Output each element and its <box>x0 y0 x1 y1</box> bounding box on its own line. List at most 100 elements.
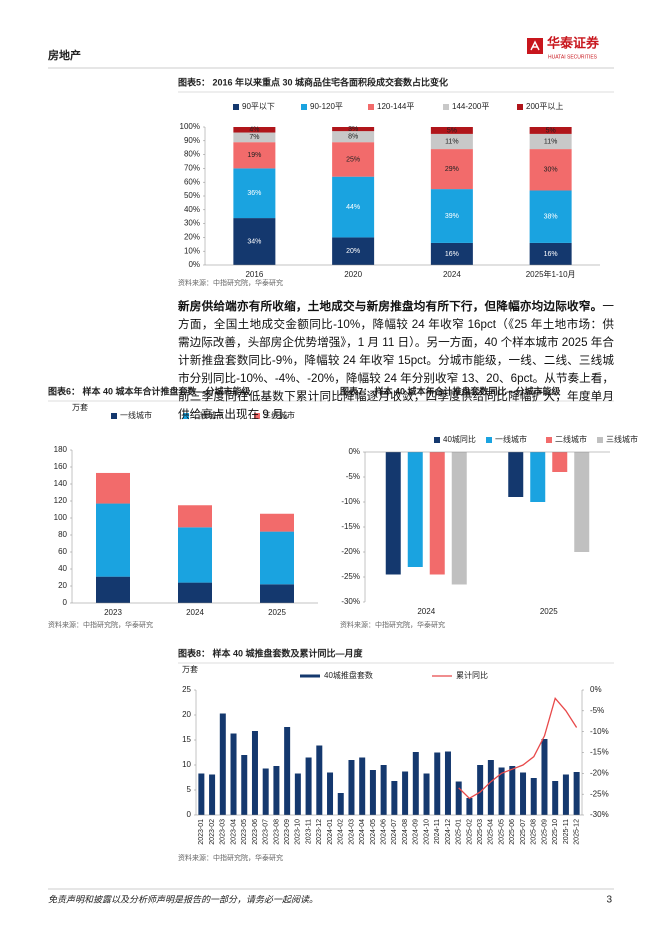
bar <box>509 766 516 815</box>
bar <box>434 752 441 815</box>
x-tick-label: 2024-04 <box>359 819 366 845</box>
bar <box>529 242 572 265</box>
y-tick-label: 60% <box>184 177 200 186</box>
y-tick-label: 0% <box>348 447 360 456</box>
legend-marker <box>301 104 307 110</box>
y-tick-label: 30% <box>184 219 200 228</box>
y-tick-label: 20% <box>184 233 200 242</box>
source-note: 资料来源：中指研究院，华泰研究 <box>178 853 283 862</box>
x-tick-label: 2023-06 <box>252 819 259 845</box>
y-axis-unit: 万套 <box>182 664 198 674</box>
x-tick-label: 2024-05 <box>370 819 377 845</box>
bar <box>337 793 344 815</box>
bar <box>529 127 572 134</box>
data-label: 7% <box>249 134 259 141</box>
bar <box>455 781 462 815</box>
bar <box>233 218 276 265</box>
legend-label: 二线城市 <box>192 410 224 420</box>
data-label: 36% <box>247 190 261 197</box>
x-tick-label: 2025-12 <box>573 819 580 845</box>
y-tick-label: 80 <box>58 530 67 539</box>
bar <box>233 168 276 219</box>
bar <box>407 452 423 567</box>
legend-marker <box>254 413 260 419</box>
data-label: 11% <box>544 138 558 145</box>
legend-marker <box>368 104 374 110</box>
data-label: 39% <box>445 213 459 220</box>
body-paragraph: 新房供给端亦有所收缩，土地成交与新房推盘均有所下行，但降幅亦均边际收窄。一方面，… <box>178 298 614 424</box>
data-label: 16% <box>445 251 459 258</box>
x-tick-label: 2025-10 <box>552 819 559 845</box>
bar <box>430 242 473 265</box>
legend-label: 二线城市 <box>555 434 587 444</box>
x-tick-label: 2025-03 <box>477 819 484 845</box>
y-tick-label: 20 <box>182 710 191 719</box>
x-tick-label: 2023 <box>104 608 122 617</box>
y-tick-label: 140 <box>54 479 68 488</box>
bar <box>529 133 572 150</box>
x-tick-label: 2025-06 <box>509 819 516 845</box>
source-note: 资料来源：中指研究院，华泰研究 <box>178 278 283 287</box>
y-tick-label: 10% <box>184 246 200 255</box>
y-tick-label: 10 <box>182 760 191 769</box>
bar <box>430 189 473 243</box>
bar <box>530 452 546 502</box>
bar <box>573 772 580 815</box>
y-tick-label: -15% <box>341 522 360 531</box>
y-tick-label: 80% <box>184 150 200 159</box>
bar <box>178 527 212 583</box>
legend-label: 三线城市 <box>606 434 638 444</box>
bar <box>552 452 568 472</box>
legend-marker <box>111 413 117 419</box>
x-tick-label: 2025-11 <box>563 819 570 844</box>
y-tick-label: 0 <box>187 810 192 819</box>
y-tick-label: 15 <box>182 735 191 744</box>
x-tick-label: 2023-11 <box>305 819 312 844</box>
bar <box>466 798 473 815</box>
page-number: 3 <box>606 895 612 906</box>
legend-label: 一线城市 <box>495 434 527 444</box>
x-tick-label: 2024 <box>186 608 204 617</box>
y-tick-label: -25% <box>341 572 360 581</box>
y-tick-label: 0% <box>188 260 200 269</box>
bar <box>430 127 473 134</box>
bar <box>332 127 375 132</box>
bar <box>284 727 291 815</box>
bar <box>230 733 237 815</box>
x-tick-label: 2023-04 <box>230 819 237 845</box>
bar <box>327 772 334 815</box>
logo-glyph <box>530 40 540 51</box>
y-tick-label: 50% <box>184 191 200 200</box>
x-tick-label: 2023-01 <box>198 819 205 845</box>
x-tick-label: 2023-02 <box>209 819 216 845</box>
y2-tick-label: -30% <box>590 810 609 819</box>
data-label: 30% <box>544 167 558 174</box>
bar <box>96 576 130 603</box>
bar <box>96 503 130 577</box>
y-tick-label: 70% <box>184 164 200 173</box>
x-tick-label: 2025年1-10月 <box>526 269 576 279</box>
legend-label: 40城同比 <box>443 434 476 444</box>
x-tick-label: 2025-02 <box>466 819 473 845</box>
legend-label: 200平以上 <box>526 102 563 111</box>
y-tick-label: 90% <box>184 136 200 145</box>
bar <box>530 778 537 815</box>
bar <box>423 773 430 815</box>
legend-marker <box>183 413 189 419</box>
x-tick-label: 2025-05 <box>498 819 505 845</box>
y-tick-label: -10% <box>341 497 360 506</box>
bar <box>316 745 323 815</box>
bar <box>260 531 294 585</box>
legend-label: 三线城市 <box>263 410 295 420</box>
legend-label: 40城推盘套数 <box>324 670 373 680</box>
bar <box>369 770 376 815</box>
x-tick-label: 2025-04 <box>488 819 495 845</box>
x-tick-label: 2025-08 <box>531 819 538 845</box>
y-tick-label: 180 <box>54 445 68 454</box>
y2-tick-label: -20% <box>590 768 609 777</box>
bar <box>198 773 205 815</box>
legend-marker <box>546 437 552 443</box>
x-tick-label: 2025-09 <box>541 819 548 845</box>
bar <box>260 584 294 603</box>
legend-marker <box>443 104 449 110</box>
